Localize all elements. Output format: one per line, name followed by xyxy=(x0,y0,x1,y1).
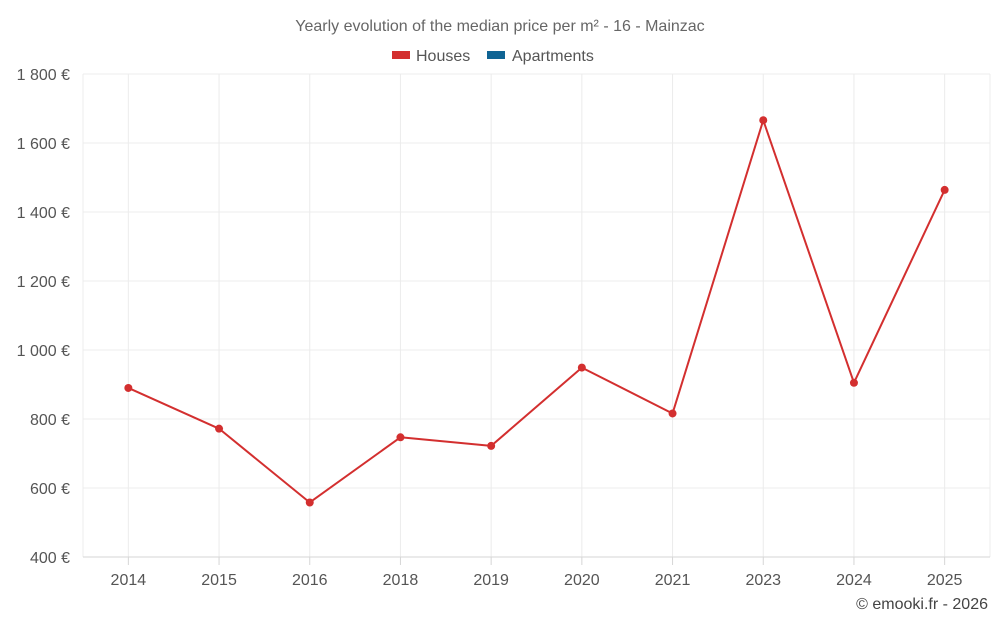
x-tick-label: 2025 xyxy=(927,572,963,589)
x-tick-label: 2021 xyxy=(655,572,691,589)
y-tick-label: 600 € xyxy=(30,481,70,498)
x-tick-label: 2015 xyxy=(201,572,237,589)
y-tick-label: 1 800 € xyxy=(17,67,70,84)
data-point-houses[interactable] xyxy=(396,433,405,442)
x-tick-label: 2024 xyxy=(836,572,872,589)
x-tick-label: 2023 xyxy=(745,572,781,589)
y-tick-label: 1 600 € xyxy=(17,136,70,153)
legend-label-apartments: Apartments xyxy=(512,48,594,65)
x-tick-label: 2014 xyxy=(111,572,147,589)
x-tick-label: 2019 xyxy=(473,572,509,589)
y-tick-label: 400 € xyxy=(30,550,70,567)
x-tick-label: 2018 xyxy=(383,572,419,589)
y-tick-label: 800 € xyxy=(30,412,70,429)
data-point-houses[interactable] xyxy=(487,441,496,450)
legend-item-apartments[interactable]: Apartments xyxy=(487,48,594,65)
data-point-houses[interactable] xyxy=(577,363,586,372)
data-point-houses[interactable] xyxy=(305,498,314,507)
series-line-houses xyxy=(127,119,946,504)
data-point-houses[interactable] xyxy=(215,424,224,433)
chart-title: Yearly evolution of the median price per… xyxy=(295,18,704,35)
x-axis-labels: 2014 2015 2016 2018 2019 2020 2021 2023 2024 2025 xyxy=(111,572,963,589)
credit-text: © emooki.fr - 2026 xyxy=(856,596,988,613)
x-tick-label: 2016 xyxy=(292,572,328,589)
data-point-houses[interactable] xyxy=(759,116,768,125)
data-point-houses[interactable] xyxy=(668,409,677,418)
legend-swatch-apartments xyxy=(487,51,505,59)
y-tick-label: 1 000 € xyxy=(17,343,70,360)
data-point-houses[interactable] xyxy=(124,383,133,392)
data-point-houses[interactable] xyxy=(849,378,858,387)
legend-label-houses: Houses xyxy=(416,48,470,65)
series-layer xyxy=(124,116,949,507)
axis-layer xyxy=(83,556,990,565)
legend: Houses Apartments xyxy=(392,48,594,65)
y-tick-label: 1 400 € xyxy=(17,205,70,222)
legend-swatch-houses xyxy=(392,51,410,59)
legend-item-houses[interactable]: Houses xyxy=(392,48,470,65)
data-point-houses[interactable] xyxy=(940,185,949,194)
grid-layer xyxy=(82,73,991,557)
y-axis-labels: 400 € 600 € 800 € 1 000 € 1 200 € 1 400 € 1 60… xyxy=(17,67,70,567)
y-tick-label: 1 200 € xyxy=(17,274,70,291)
x-tick-label: 2020 xyxy=(564,572,600,589)
